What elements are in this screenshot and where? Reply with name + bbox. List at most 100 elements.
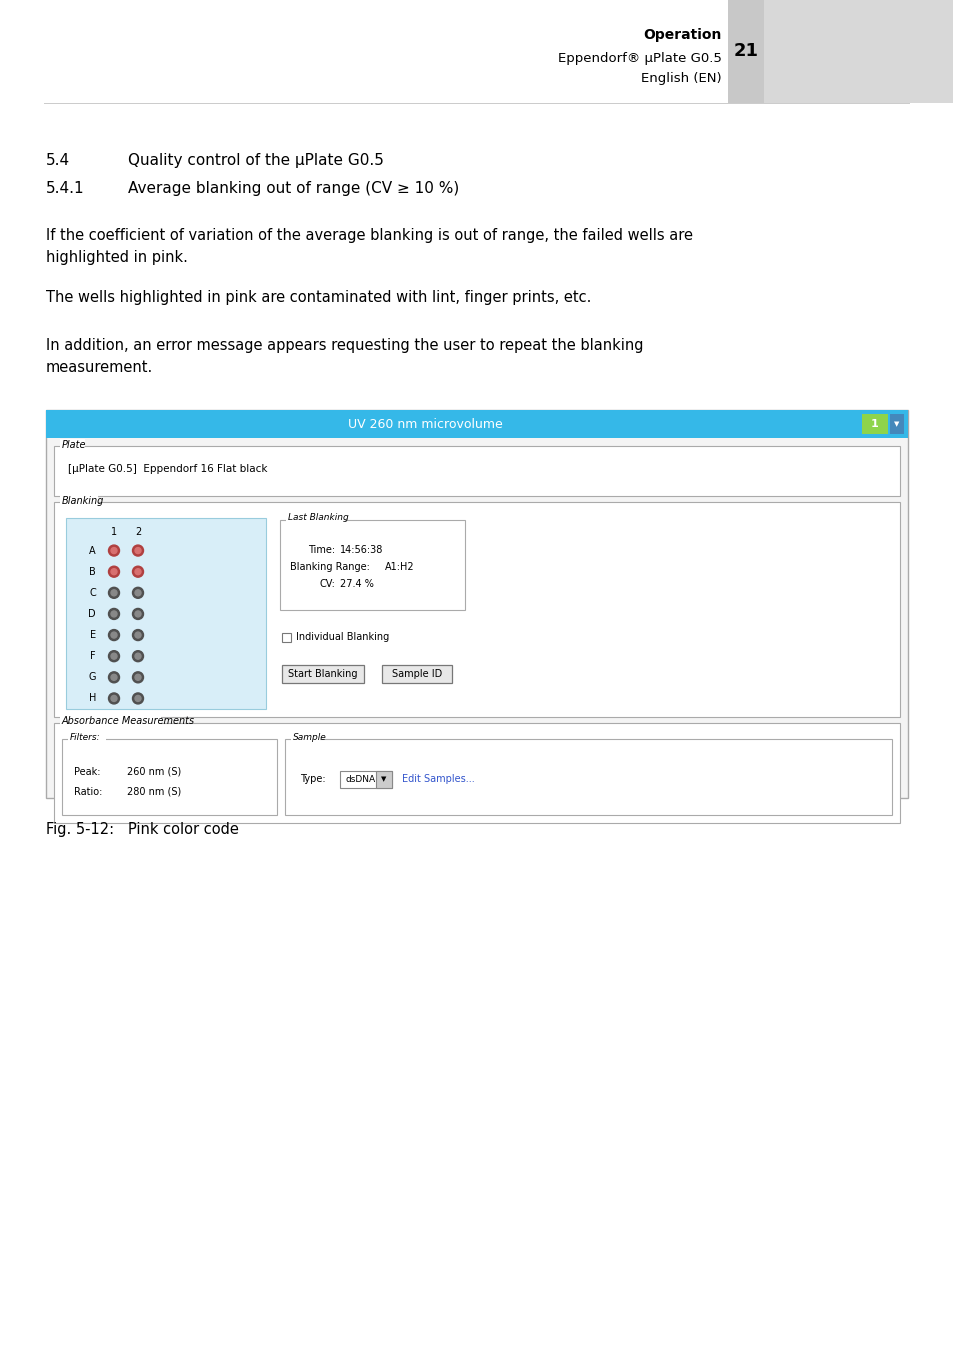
Text: 1: 1	[111, 527, 117, 537]
Text: ▼: ▼	[381, 776, 386, 781]
Text: E: E	[90, 630, 96, 639]
Bar	[66, 518, 266, 708]
Text: English (EN): English (EN)	[640, 72, 721, 85]
Text: D: D	[89, 608, 96, 619]
Text: C: C	[90, 588, 96, 598]
Text: Type:: Type:	[299, 773, 325, 784]
Circle shape	[111, 653, 117, 660]
Circle shape	[109, 650, 119, 661]
Circle shape	[135, 548, 141, 553]
Text: Blanking Range:: Blanking Range:	[290, 562, 370, 572]
Text: Blanking: Blanking	[62, 495, 104, 506]
Circle shape	[132, 672, 143, 683]
Text: Eppendorf® μPlate G0.5: Eppendorf® μPlate G0.5	[558, 51, 721, 65]
Circle shape	[109, 672, 119, 683]
Text: If the coefficient of variation of the average blanking is out of range, the fai: If the coefficient of variation of the a…	[46, 228, 692, 243]
Text: 260 nm (S): 260 nm (S)	[127, 767, 181, 777]
Circle shape	[132, 650, 143, 661]
Bar	[60, 717, 160, 725]
Text: Sample: Sample	[293, 733, 327, 741]
Text: Absorbance Measurements: Absorbance Measurements	[62, 717, 195, 726]
Text: 21: 21	[733, 42, 758, 61]
Text: Time:: Time:	[308, 545, 335, 556]
Text: Last Blanking: Last Blanking	[288, 514, 349, 522]
Circle shape	[109, 694, 119, 704]
Text: 280 nm (S): 280 nm (S)	[127, 787, 181, 796]
Text: dsDNA: dsDNA	[346, 775, 375, 784]
Circle shape	[109, 545, 119, 556]
Circle shape	[135, 589, 141, 596]
Text: F: F	[91, 652, 96, 661]
Bar	[375, 771, 392, 787]
Bar	[282, 665, 364, 683]
Bar	[889, 414, 903, 434]
Text: G: G	[89, 672, 96, 683]
Text: 5.4.1: 5.4.1	[46, 181, 85, 196]
Text: measurement.: measurement.	[46, 360, 153, 375]
Bar	[54, 723, 899, 823]
Text: Pink color code: Pink color code	[128, 822, 238, 837]
Text: H: H	[89, 694, 96, 703]
Text: A: A	[90, 546, 96, 556]
Circle shape	[111, 675, 117, 680]
Bar	[862, 414, 887, 434]
Circle shape	[132, 566, 143, 577]
Text: Start Blanking: Start Blanking	[288, 669, 357, 679]
Text: Peak:: Peak:	[74, 767, 100, 777]
Bar	[339, 771, 392, 787]
Bar	[54, 446, 899, 496]
Bar	[60, 495, 97, 504]
Bar	[54, 502, 899, 717]
Text: Ratio:: Ratio:	[74, 787, 102, 796]
Text: [μPlate G0.5]  Eppendorf 16 Flat black: [μPlate G0.5] Eppendorf 16 Flat black	[68, 464, 267, 475]
Text: CV:: CV:	[319, 579, 335, 589]
Text: Fig. 5-12:: Fig. 5-12:	[46, 822, 114, 837]
Text: In addition, an error message appears requesting the user to repeat the blanking: In addition, an error message appears re…	[46, 338, 643, 353]
Circle shape	[111, 695, 117, 702]
Circle shape	[135, 569, 141, 575]
Text: Quality control of the μPlate G0.5: Quality control of the μPlate G0.5	[128, 153, 383, 168]
Circle shape	[109, 608, 119, 619]
Text: Sample ID: Sample ID	[392, 669, 441, 679]
Text: Individual Blanking: Individual Blanking	[295, 631, 389, 642]
Text: A1:H2: A1:H2	[385, 562, 415, 572]
Bar	[60, 439, 85, 448]
Bar	[381, 665, 452, 683]
Bar	[46, 410, 907, 798]
Circle shape	[111, 569, 117, 575]
Text: UV 260 nm microvolume: UV 260 nm microvolume	[347, 418, 502, 430]
Circle shape	[135, 611, 141, 617]
Circle shape	[111, 589, 117, 596]
Bar	[285, 740, 891, 815]
Text: 1: 1	[870, 419, 878, 429]
Circle shape	[111, 611, 117, 617]
Text: Plate: Plate	[62, 439, 87, 449]
Bar	[62, 740, 276, 815]
Text: B: B	[90, 566, 96, 577]
Text: 14:56:38: 14:56:38	[339, 545, 383, 556]
Text: 5.4: 5.4	[46, 153, 71, 168]
Circle shape	[109, 566, 119, 577]
Text: highlighted in pink.: highlighted in pink.	[46, 250, 188, 265]
Circle shape	[135, 675, 141, 680]
Text: The wells highlighted in pink are contaminated with lint, finger prints, etc.: The wells highlighted in pink are contam…	[46, 289, 591, 306]
Circle shape	[135, 695, 141, 702]
Circle shape	[135, 653, 141, 660]
Text: 2: 2	[134, 527, 141, 537]
Circle shape	[132, 608, 143, 619]
Bar	[280, 521, 464, 610]
Bar	[286, 512, 344, 522]
Circle shape	[132, 694, 143, 704]
Bar	[68, 731, 106, 741]
Circle shape	[132, 587, 143, 599]
Bar	[291, 731, 320, 741]
Bar	[46, 410, 907, 438]
Circle shape	[109, 587, 119, 599]
Circle shape	[135, 633, 141, 638]
Text: Edit Samples...: Edit Samples...	[401, 773, 475, 784]
Bar	[282, 633, 291, 641]
Circle shape	[132, 630, 143, 641]
Bar	[727, 0, 953, 103]
Circle shape	[111, 633, 117, 638]
Circle shape	[132, 545, 143, 556]
